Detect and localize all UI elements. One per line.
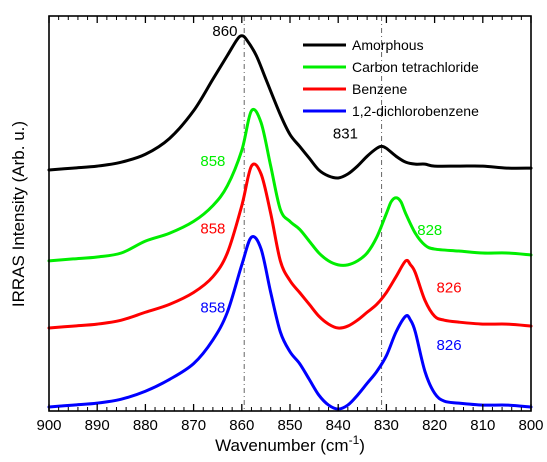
peak-label: 826 <box>437 337 462 354</box>
peak-label: 858 <box>200 220 225 237</box>
x-tick-label: 850 <box>277 417 302 434</box>
x-tick-label: 860 <box>229 417 254 434</box>
peak-label: 826 <box>437 280 462 297</box>
x-axis-title-main: Wavenumber (cm <box>215 436 349 455</box>
peak-label: 831 <box>333 125 358 142</box>
series-line-0 <box>47 34 533 180</box>
series-lines <box>47 34 533 411</box>
x-axis-title-superscript: -1 <box>349 433 360 447</box>
x-tick-label: 840 <box>326 417 351 434</box>
x-tick-label: 820 <box>422 417 447 434</box>
x-axis-title: Wavenumber (cm-1) <box>215 433 365 455</box>
peak-label: 828 <box>417 222 442 239</box>
y-axis-title: IRRAS Intensity (Arb. u.) <box>9 121 28 307</box>
x-tick-label: 810 <box>470 417 495 434</box>
x-axis: 900 890 880 870 860 850 840 830 820 810 800 <box>36 16 544 434</box>
legend-label: Benzene <box>352 81 407 97</box>
x-axis-title-end: ) <box>359 436 365 455</box>
legend-label: Carbon tetrachloride <box>352 59 479 75</box>
peak-label: 860 <box>212 23 237 40</box>
series-line-1 <box>47 107 533 267</box>
x-tick-label: 830 <box>374 417 399 434</box>
peak-annotations: 860 831 858 828 858 826 858 826 <box>200 23 461 354</box>
peak-label: 858 <box>200 153 225 170</box>
legend-label: 1,2-dichlorobenzene <box>352 103 479 119</box>
x-tick-label: 900 <box>36 417 61 434</box>
series-line-2 <box>47 162 533 330</box>
legend: Amorphous Carbon tetrachloride Benzene 1,2-… <box>303 37 479 119</box>
x-tick-label: 880 <box>133 417 158 434</box>
x-tick-label: 890 <box>85 417 110 434</box>
peak-label: 858 <box>200 299 225 316</box>
x-tick-label: 870 <box>181 417 206 434</box>
x-tick-label: 800 <box>518 417 543 434</box>
series-line-3 <box>47 235 533 411</box>
legend-label: Amorphous <box>352 37 424 53</box>
